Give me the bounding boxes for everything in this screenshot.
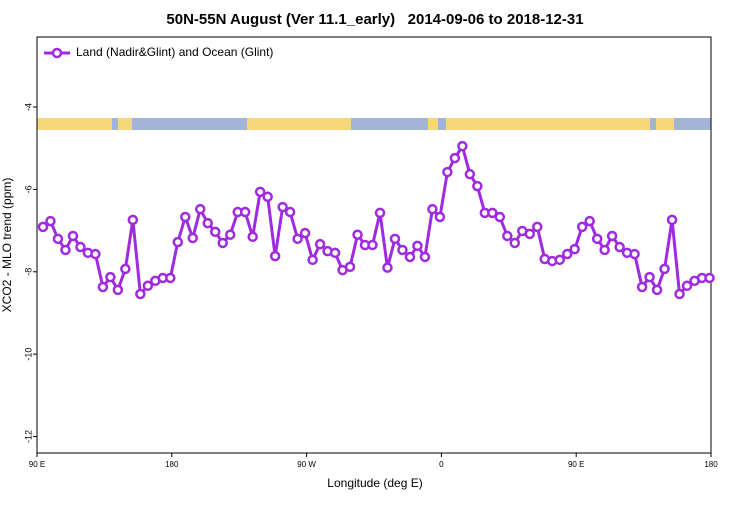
point xyxy=(636,281,648,293)
point xyxy=(209,226,221,238)
point xyxy=(599,244,610,256)
point xyxy=(442,166,453,178)
point xyxy=(195,203,206,215)
chart-title: 50N-55N August (Ver 11.1_early) 2014-09-… xyxy=(166,11,583,28)
point xyxy=(606,230,618,242)
point xyxy=(397,244,408,256)
legend-marker xyxy=(51,47,63,59)
point xyxy=(419,251,431,263)
point xyxy=(247,231,258,243)
point xyxy=(120,263,131,275)
point xyxy=(262,191,273,203)
point xyxy=(404,251,416,263)
y-tick-label: -6 xyxy=(23,185,33,193)
point xyxy=(367,239,378,251)
point xyxy=(284,206,296,218)
y-tick-label: -12 xyxy=(23,430,33,443)
y-axis-label: XCO2 - MLO trend (ppm) xyxy=(0,178,14,313)
point xyxy=(314,238,326,250)
point xyxy=(457,140,468,152)
point xyxy=(382,262,393,273)
x-tick-label: 0 xyxy=(439,460,444,469)
point xyxy=(217,237,228,249)
point xyxy=(37,221,49,233)
point xyxy=(659,263,670,275)
point xyxy=(427,203,438,215)
point xyxy=(75,241,86,253)
point xyxy=(180,211,191,223)
y-tick-label: -4 xyxy=(23,103,33,111)
point xyxy=(674,288,685,300)
point xyxy=(576,221,588,233)
point xyxy=(374,207,386,219)
point xyxy=(112,284,124,296)
point xyxy=(704,272,715,284)
point xyxy=(67,230,79,242)
point xyxy=(389,233,401,245)
point xyxy=(614,241,625,253)
point xyxy=(292,233,303,245)
point xyxy=(127,214,139,226)
point xyxy=(142,280,154,292)
point xyxy=(494,211,506,223)
point xyxy=(666,214,678,226)
point xyxy=(299,227,311,239)
point xyxy=(449,152,461,164)
x-tick-label: 90 W xyxy=(297,460,316,469)
point xyxy=(202,217,213,229)
point xyxy=(352,229,363,240)
point xyxy=(269,250,281,262)
point xyxy=(52,233,64,245)
point xyxy=(532,221,543,233)
point xyxy=(135,288,146,300)
point xyxy=(224,229,236,240)
y-tick-label: -8 xyxy=(23,268,33,276)
point xyxy=(45,215,56,227)
point xyxy=(644,271,655,283)
point xyxy=(172,236,184,248)
point xyxy=(90,248,101,260)
point xyxy=(434,211,446,223)
x-axis-label: Longitude (deg E) xyxy=(327,476,422,490)
point xyxy=(509,237,521,249)
point xyxy=(254,186,266,198)
point xyxy=(329,247,341,259)
x-tick-label: 90 E xyxy=(568,460,584,469)
point xyxy=(561,248,573,260)
point xyxy=(307,254,318,266)
point xyxy=(681,280,693,292)
point xyxy=(524,228,536,240)
point xyxy=(502,230,513,242)
plot-frame xyxy=(36,36,712,454)
point xyxy=(187,232,199,244)
point xyxy=(554,254,565,266)
point xyxy=(629,248,640,260)
point xyxy=(464,168,476,180)
x-tick-label: 180 xyxy=(704,460,718,469)
land-ocean-strip xyxy=(37,118,711,130)
legend-label: Land (Nadir&Glint) and Ocean (Glint) xyxy=(76,45,273,59)
point xyxy=(239,206,251,218)
point xyxy=(651,284,663,296)
point xyxy=(277,201,288,213)
point xyxy=(105,271,116,283)
y-tick-label: -10 xyxy=(23,348,33,361)
point xyxy=(569,243,580,255)
point xyxy=(412,240,423,252)
point xyxy=(165,272,176,284)
point xyxy=(584,215,595,227)
point xyxy=(591,233,603,245)
point xyxy=(60,244,71,256)
point xyxy=(344,261,356,273)
series-line xyxy=(42,144,710,296)
point xyxy=(472,180,483,192)
point xyxy=(97,281,109,293)
x-tick-label: 180 xyxy=(165,460,179,469)
point xyxy=(487,207,498,219)
x-tick-label: 90 E xyxy=(29,460,45,469)
